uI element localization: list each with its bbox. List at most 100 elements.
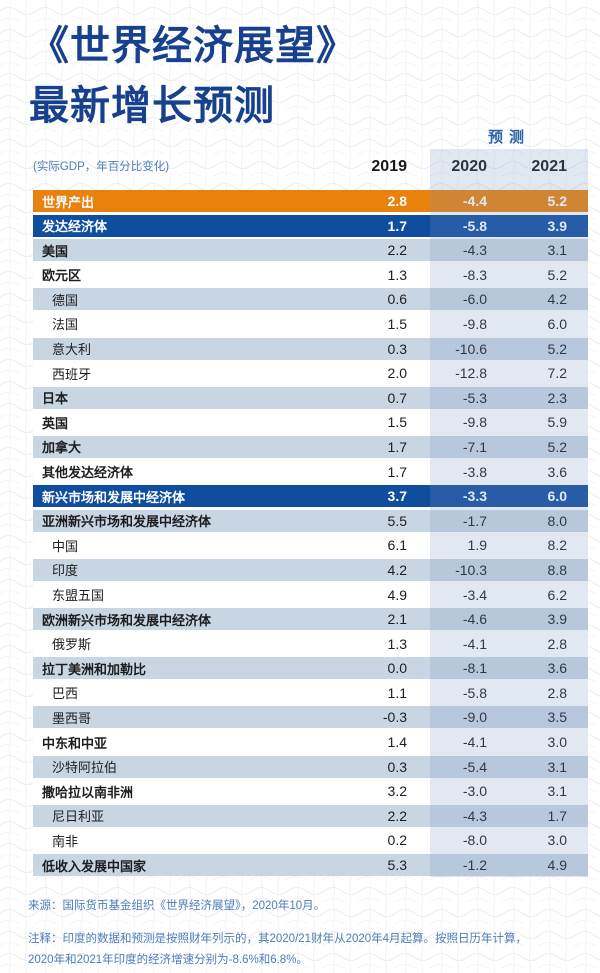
- value-2021: 3.1: [547, 758, 567, 775]
- value-2019: 1.5: [387, 414, 407, 431]
- value-2019: 6.1: [387, 537, 407, 554]
- table-row: 法国 1.5 -9.8 6.0: [33, 312, 588, 335]
- value-2019: 1.1: [387, 684, 407, 701]
- value-2020: -5.3: [462, 389, 487, 406]
- value-2020: -1.2: [462, 857, 487, 874]
- value-2019: 1.5: [387, 315, 407, 332]
- value-2021: 2.3: [547, 389, 567, 406]
- value-2020: -1.7: [462, 512, 487, 529]
- value-2020: 1.9: [467, 537, 487, 554]
- table-row: 日本 0.7 -5.3 2.3: [33, 386, 588, 409]
- table-row: 巴西 1.1 -5.8 2.8: [33, 681, 588, 704]
- year-header-2021: 2021: [531, 158, 567, 175]
- region-label: 意大利: [52, 342, 92, 358]
- value-2020: -5.8: [462, 684, 487, 701]
- value-2019: 0.6: [387, 291, 407, 308]
- value-2019: 1.3: [387, 266, 407, 283]
- table-row: 世界产出 2.8 -4.4 5.2: [33, 190, 588, 212]
- value-2019: 1.4: [387, 734, 407, 751]
- value-2019: 3.2: [387, 783, 407, 800]
- page-title-line1: 《世界经济展望》: [29, 24, 357, 68]
- region-label: 美国: [42, 243, 69, 259]
- region-label: 中国: [52, 538, 79, 554]
- value-2020: -9.8: [462, 315, 487, 332]
- value-2021: 5.2: [547, 193, 567, 209]
- region-label: 东盟五国: [52, 588, 105, 603]
- region-label: 墨西哥: [52, 710, 92, 726]
- value-2020: -8.0: [462, 832, 487, 849]
- table-row: 印度 4.2 -10.3 8.8: [33, 558, 588, 581]
- region-label: 其他发达经济体: [42, 465, 134, 481]
- value-2019: 2.2: [387, 242, 407, 259]
- region-label: 西班牙: [52, 366, 92, 382]
- value-2020: -12.8: [455, 365, 487, 382]
- forecast-band-label: 预测: [487, 129, 530, 146]
- value-2021: 3.9: [547, 611, 567, 628]
- value-2021: 8.0: [547, 512, 567, 529]
- value-2019: 0.0: [387, 660, 407, 677]
- region-label: 日本: [42, 391, 69, 407]
- region-label: 法国: [52, 317, 79, 333]
- value-2021: 5.2: [547, 340, 567, 357]
- region-label: 中东和中亚: [42, 735, 108, 751]
- table-row: 德国 0.6 -6.0 4.2: [33, 288, 588, 311]
- value-2019: 2.1: [387, 611, 407, 628]
- region-label: 印度: [52, 563, 79, 579]
- table-row: 亚洲新兴市场和发展中经济体 5.5 -1.7 8.0: [33, 509, 588, 532]
- region-label: 低收入发展中国家: [42, 858, 147, 874]
- value-2020: -4.1: [462, 734, 487, 751]
- value-2020: -5.4: [462, 758, 487, 775]
- value-2021: 7.2: [547, 365, 567, 382]
- value-2020: -7.1: [462, 438, 487, 455]
- value-2020: -3.3: [462, 488, 487, 505]
- value-2021: 1.7: [547, 807, 567, 824]
- value-2021: 3.6: [547, 463, 567, 480]
- value-2020: -3.0: [462, 783, 487, 800]
- table-row: 拉丁美洲和加勒比 0.0 -8.1 3.6: [33, 657, 588, 680]
- value-2021: 5.9: [547, 414, 567, 431]
- region-label: 南非: [52, 833, 79, 849]
- value-2021: 4.2: [547, 291, 567, 308]
- value-2021: 8.2: [547, 537, 567, 554]
- source-line: 来源：国际货币基金组织《世界经济展望》，2020年10月。: [28, 900, 326, 912]
- table-row: 东盟五国 4.9 -3.4 6.2: [33, 583, 588, 606]
- table-column-header-row: (实际GDP，年百分比变化) 2019 2020 2021: [33, 150, 588, 176]
- value-2021: 3.9: [547, 217, 567, 234]
- value-2019: 0.2: [387, 832, 407, 849]
- table-row: 英国 1.5 -9.8 5.9: [33, 411, 588, 434]
- value-2020: -5.8: [462, 217, 487, 234]
- growth-forecast-table: 世界产出 2.8 -4.4 5.2 发达经济体 1.7 -5.8 3.9 美国 2.2 -4.3 3.…: [33, 190, 588, 877]
- value-2019: 3.7: [387, 488, 407, 505]
- value-2019: 2.8: [387, 193, 407, 209]
- value-2021: 8.8: [547, 561, 567, 578]
- table-row: 沙特阿拉伯 0.3 -5.4 3.1: [33, 755, 588, 778]
- table-row: 中国 6.1 1.9 8.2: [33, 534, 588, 557]
- region-label: 欧洲新兴市场和发展中经济体: [42, 612, 212, 628]
- value-2019: -0.3: [382, 709, 407, 726]
- value-2019: 4.9: [387, 586, 407, 603]
- region-label: 德国: [52, 292, 79, 308]
- value-2019: 1.7: [387, 463, 407, 480]
- value-2019: 1.7: [387, 217, 407, 234]
- value-2019: 0.3: [387, 340, 407, 357]
- value-2021: 3.0: [547, 734, 567, 751]
- region-label: 撒哈拉以南非洲: [42, 784, 134, 800]
- table-row: 墨西哥 -0.3 -9.0 3.5: [33, 706, 588, 729]
- value-2020: -4.1: [462, 635, 487, 652]
- value-2020: -10.3: [455, 561, 487, 578]
- value-2020: -6.0: [462, 291, 487, 308]
- value-2021: 5.2: [547, 266, 567, 283]
- value-2021: 3.6: [547, 660, 567, 677]
- table-row: 发达经济体 1.7 -5.8 3.9: [33, 214, 588, 237]
- region-label: 新兴市场和发展中经济体: [42, 489, 186, 505]
- value-2020: -8.3: [462, 266, 487, 283]
- region-label: 俄罗斯: [52, 637, 92, 653]
- value-2019: 0.7: [387, 389, 407, 406]
- region-label: 发达经济体: [42, 219, 108, 235]
- table-row: 加拿大 1.7 -7.1 5.2: [33, 435, 588, 458]
- value-2020: -4.3: [462, 807, 487, 824]
- table-row: 其他发达经济体 1.7 -3.8 3.6: [33, 460, 588, 483]
- table-row: 低收入发展中国家 5.3 -1.2 4.9: [33, 854, 588, 877]
- value-2020: -4.3: [462, 242, 487, 259]
